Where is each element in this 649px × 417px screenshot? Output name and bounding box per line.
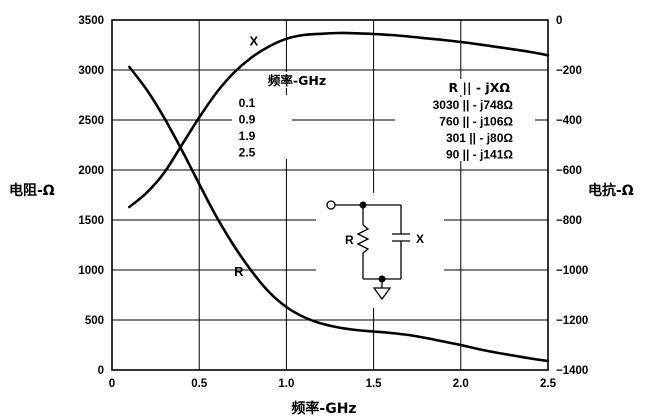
parallel-rc-schematic: R X [316,193,444,308]
y-right-tick-label: 0 [556,15,562,27]
y-left-tick-label: 2000 [78,165,104,177]
capacitor-label: X [416,232,424,246]
resistor-label: R [345,233,354,247]
y-left-tick-label: 500 [85,315,104,327]
table-row-freq: 1.9 [239,129,256,143]
table-rows: 0.1 3030 || - j748Ω 0.9 760 || - j106Ω 1.9 30… [239,96,514,162]
y-left-tick-label: 1000 [78,265,104,277]
resistor-symbol [356,224,370,254]
y-right-tick-label: −1000 [556,265,588,277]
series-line-x [128,31,550,209]
plot-frame [111,19,549,371]
x-tick-label: 0.5 [191,378,208,390]
x-axis-label: 频率-GHz [291,400,356,417]
y-left-tick-label: 3500 [78,15,104,27]
table-freq-header-bg [252,72,342,88]
y-axis-left-label: 电阻-Ω [9,182,55,199]
table-freq-col-bg [232,95,292,159]
series-curves [128,31,550,363]
table-row-impedance: 301 || - j80Ω [446,131,513,145]
curve-label-r: R [234,264,244,279]
x-tick-label: 0 [109,378,115,390]
curve-labels: XR [234,34,258,280]
y-right-tick-label: −800 [556,215,582,227]
x-tick-label: 2.0 [453,378,469,390]
y-left-tick-label: 2500 [78,115,104,127]
y-axis-right-label: 电抗-Ω [588,182,634,199]
impedance-table: 频率-GHz R || - jXΩ 0.1 3030 || - j748Ω 0.9 7… [232,72,538,162]
table-row-freq: 0.1 [239,96,256,110]
table-row-impedance: 760 || - j106Ω [439,115,513,129]
ground-icon [372,287,392,301]
y-right-tick-label: −1200 [556,315,588,327]
y-right-tick-label: −1400 [556,365,588,377]
table-row-freq: 0.9 [239,113,256,127]
y-left-tick-label: 0 [98,365,104,377]
y-right-tick-label: −600 [556,165,582,177]
series-line-r [128,65,550,363]
input-terminal [326,200,336,210]
table-imp-header-bg [408,79,538,95]
y-right-tick-label: −200 [556,65,582,77]
table-freq-header: 频率-GHz [268,73,326,88]
table-row-impedance: 3030 || - j748Ω [433,98,514,112]
table-imp-col-bg [395,97,535,161]
table-row-impedance: 90 || - j141Ω [446,148,513,162]
y-right-tick-label: −400 [556,115,582,127]
curve-label-x: X [250,34,259,49]
y-left-tick-label: 3000 [78,65,104,77]
x-tick-label: 1.0 [278,378,294,390]
table-row-freq: 2.5 [239,146,256,160]
x-tick-label: 1.5 [366,378,383,390]
tick-labels: 0 0.5 1.0 1.5 2.0 2.5 0 500 1000 1500 2000 2500 3000… [78,15,588,390]
table-imp-header: R || - jXΩ [448,80,510,95]
x-tick-label: 2.5 [540,378,557,390]
y-left-tick-label: 1500 [78,215,104,227]
